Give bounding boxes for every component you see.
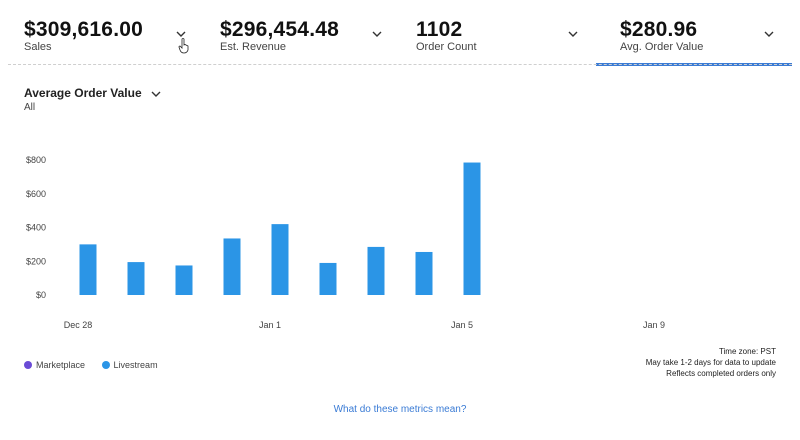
x-axis: Dec 28 Jan 1 Jan 5 Jan 9 [64,320,665,330]
divider [8,64,792,65]
metric-value: $280.96 [620,18,698,41]
y-tick-label: $200 [26,256,46,266]
bar-dec-28[interactable] [79,244,97,295]
note-timezone: Time zone: PST [718,347,776,356]
x-tick-label: Jan 9 [643,320,665,330]
bar-dec-29[interactable] [127,262,145,295]
chart-legend: Marketplace Livestream [24,360,172,371]
x-tick-label: Dec 28 [64,320,93,330]
metric-value: 1102 [416,18,463,41]
bars [79,162,481,295]
hand-cursor-icon [178,38,189,54]
legend-label: Livestream [113,360,158,370]
metric-est-revenue[interactable]: $296,454.48 Est. Revenue [196,0,392,64]
chevron-down-icon[interactable] [764,30,774,38]
y-axis: $0 $200 $400 $600 $800 [26,155,46,300]
legend-label: Marketplace [36,360,86,370]
chart-title: Average Order Value [24,86,142,100]
metrics-help-link[interactable]: What do these metrics mean? [333,404,467,415]
metric-label: Order Count [416,41,477,53]
note-completed: Reflects completed orders only [666,369,776,378]
legend-item-livestream[interactable]: Livestream [101,360,158,370]
bar-jan-5[interactable] [463,162,481,295]
chevron-down-icon[interactable] [568,30,578,38]
metric-sales[interactable]: $309,616.00 Sales [0,0,196,64]
metric-selector-dropdown[interactable]: Average Order Value [24,86,161,100]
y-tick-label: $0 [36,290,46,300]
metrics-bar: $309,616.00 Sales $296,454.48 Est. Reven… [0,0,800,66]
metric-order-count[interactable]: 1102 Order Count [392,0,588,64]
metric-value: $309,616.00 [24,18,143,41]
chevron-down-icon[interactable] [372,30,382,38]
metric-label: Est. Revenue [220,41,287,53]
metric-label: Sales [24,41,52,53]
legend-item-marketplace[interactable]: Marketplace [24,360,85,370]
bar-chart: $0 $200 $400 $600 $800 Dec 28 Jan 1 Jan 5 Jan 9 [26,155,665,330]
metric-label: Avg. Order Value [620,41,704,53]
x-tick-label: Jan 5 [451,320,473,330]
chevron-down-icon [151,91,161,97]
y-tick-label: $600 [26,189,46,199]
bar-jan-3[interactable] [367,246,385,295]
bar-dec-31[interactable] [223,238,241,295]
x-tick-label: Jan 1 [259,320,281,330]
bar-jan-2[interactable] [319,262,337,295]
bar-jan-1[interactable] [271,224,289,295]
chart-notes: Time zone: PST May take 1-2 days for dat… [646,346,776,379]
y-tick-label: $400 [26,223,46,233]
bar-dec-30[interactable] [175,265,193,295]
legend-dot [101,361,110,369]
metric-value: $296,454.48 [220,18,339,41]
bar-jan-4[interactable] [415,251,433,295]
chevron-down-icon[interactable] [176,30,186,38]
chart-subtitle: All [24,102,36,113]
metric-avg-order-value[interactable]: $280.96 Avg. Order Value [596,0,792,66]
y-tick-label: $800 [26,155,46,165]
note-delay: May take 1-2 days for data to update [645,358,776,367]
legend-dot [24,361,32,369]
